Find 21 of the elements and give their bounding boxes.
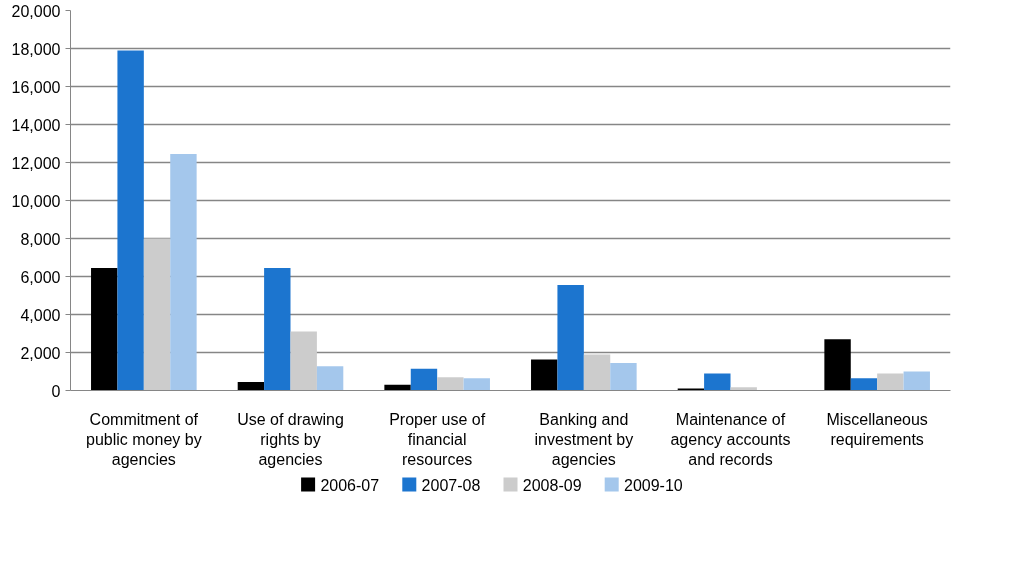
x-tick-label: Miscellaneous requirements xyxy=(826,410,928,448)
legend-label: 2008-09 xyxy=(522,476,582,494)
x-tick-label: Banking and investment by agencies xyxy=(534,410,634,469)
y-tick-label: 16,000 xyxy=(11,78,61,96)
y-tick-label: 10,000 xyxy=(11,192,61,210)
y-tick-label: 6,000 xyxy=(20,268,61,286)
y-tick-label: 0 xyxy=(51,382,61,400)
legend-label: 2007-08 xyxy=(421,476,481,494)
y-tick-label: 18,000 xyxy=(11,40,61,58)
y-tick-label: 14,000 xyxy=(11,116,61,134)
x-tick-label: Use of drawing rights by agencies xyxy=(237,410,344,469)
y-tick-label: 20,000 xyxy=(11,2,61,20)
x-tick-label: Proper use of financial resources xyxy=(389,410,486,469)
y-tick-label: 12,000 xyxy=(11,154,61,172)
y-tick-label: 2,000 xyxy=(20,344,61,362)
y-tick-label: 4,000 xyxy=(20,306,61,324)
x-tick-label: Maintenance of agency accounts and records xyxy=(670,410,791,469)
x-tick-label: Commitment of public money by agencies xyxy=(86,410,202,469)
y-tick-label: 8,000 xyxy=(20,230,61,248)
legend-label: 2009-10 xyxy=(624,476,683,494)
legend-label: 2006-07 xyxy=(320,476,380,494)
